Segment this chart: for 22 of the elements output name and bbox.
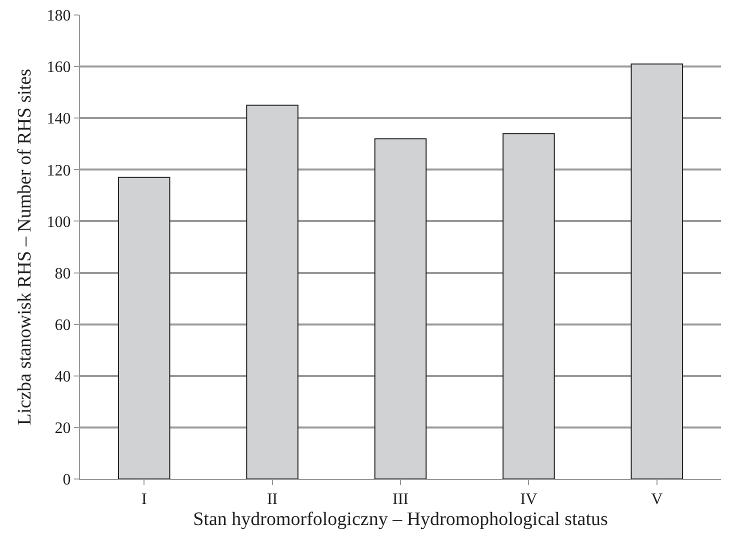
- y-tick-label: 120: [46, 162, 71, 180]
- y-tick-label: 180: [46, 8, 71, 25]
- bar: [502, 133, 555, 479]
- y-tick-label: 60: [54, 316, 71, 334]
- y-tick-label: 140: [46, 110, 71, 128]
- x-tick-label: V: [651, 491, 664, 508]
- y-tick-label: 20: [54, 420, 71, 438]
- bar: [246, 104, 298, 479]
- y-tick-label: 80: [54, 265, 71, 282]
- y-tick-label: 160: [46, 59, 71, 76]
- x-axis-title: Stan hydromorfologiczny – Hydromophological status: [193, 509, 608, 530]
- y-tick-label: 100: [46, 214, 71, 231]
- x-tick-label: II: [266, 491, 278, 508]
- x-tick-label: I: [141, 491, 147, 508]
- bar: [374, 138, 427, 479]
- y-tick-label: 0: [62, 472, 71, 489]
- x-tick-label: III: [392, 491, 408, 508]
- x-tick-label: IV: [520, 491, 538, 508]
- bar: [630, 63, 684, 479]
- y-tick-label: 40: [54, 368, 71, 386]
- bar: [118, 176, 170, 479]
- y-axis-title: Liczba stanowisk RHS – Number of RHS sites: [14, 68, 36, 426]
